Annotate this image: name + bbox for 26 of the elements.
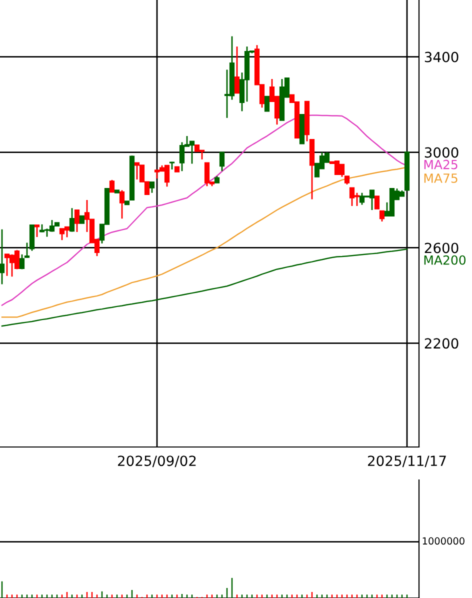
candlestick xyxy=(0,228,5,285)
candlestick xyxy=(374,196,380,210)
line-series xyxy=(1,248,408,327)
candlestick xyxy=(69,207,75,232)
x-tick-label: 2025/11/17 xyxy=(368,456,446,468)
candlestick xyxy=(24,242,30,258)
candlestick xyxy=(29,224,35,252)
series-label: MA25 xyxy=(424,160,458,170)
candlestick xyxy=(264,96,270,112)
candlestick xyxy=(74,209,80,233)
candlestick xyxy=(109,179,115,193)
series-label: MA200 xyxy=(424,255,466,265)
candlestick xyxy=(34,224,40,238)
candlestick xyxy=(119,190,125,220)
y-tick-label: 3400 xyxy=(424,52,458,62)
text: 1000000 xyxy=(422,537,464,545)
candlestick xyxy=(219,152,225,172)
y-tick-label: 2600 xyxy=(424,242,458,254)
candlestick xyxy=(379,210,385,222)
candlestick xyxy=(19,254,25,270)
y-tick-label: 3000 xyxy=(424,147,458,158)
y-tick-label: 2200 xyxy=(424,338,458,349)
candlestick xyxy=(149,181,155,194)
candlestick xyxy=(234,46,240,94)
series-label: MA75 xyxy=(424,174,458,183)
x-tick-label: 2025/09/02 xyxy=(118,456,196,468)
